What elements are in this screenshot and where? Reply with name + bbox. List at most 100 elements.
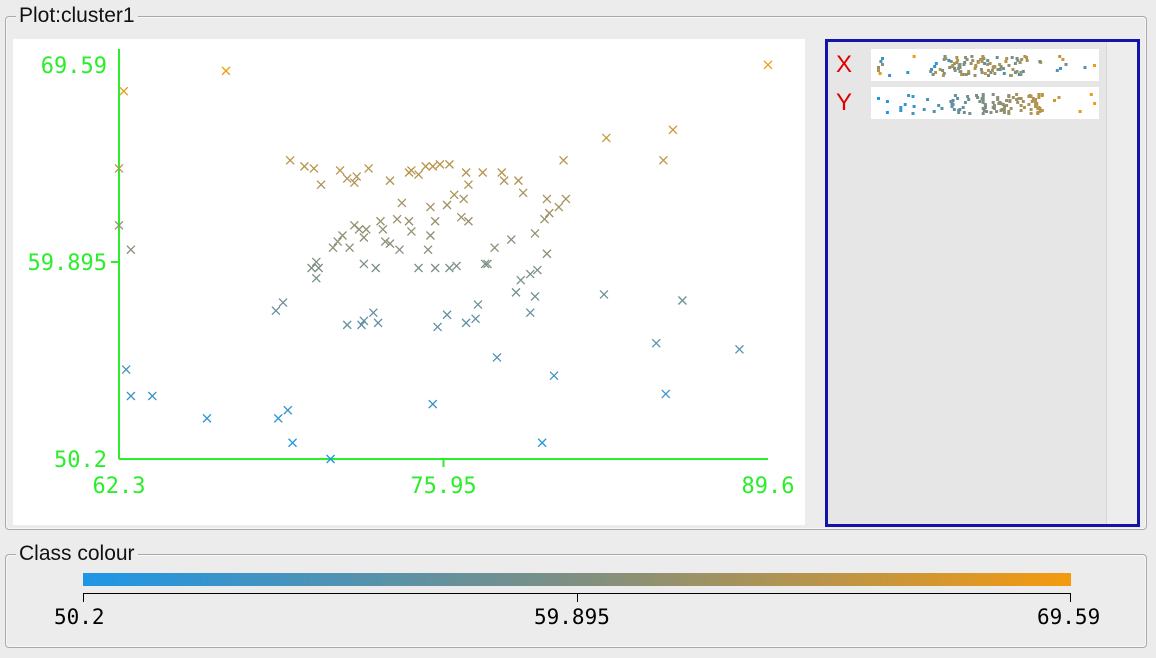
data-point[interactable] xyxy=(492,352,502,362)
data-point[interactable] xyxy=(763,60,773,70)
data-point[interactable] xyxy=(385,239,395,249)
data-point[interactable] xyxy=(444,159,454,169)
data-point[interactable] xyxy=(271,306,281,316)
data-point[interactable] xyxy=(430,263,440,273)
data-point[interactable] xyxy=(395,245,404,255)
data-point[interactable] xyxy=(371,263,381,273)
data-point[interactable] xyxy=(513,176,523,186)
data-point[interactable] xyxy=(421,161,431,171)
data-point[interactable] xyxy=(349,178,359,188)
data-point[interactable] xyxy=(658,155,668,165)
data-point[interactable] xyxy=(461,168,471,177)
data-point[interactable] xyxy=(414,263,423,273)
data-point[interactable] xyxy=(406,166,416,175)
data-point[interactable] xyxy=(525,269,535,279)
data-point[interactable] xyxy=(428,161,438,171)
data-point[interactable] xyxy=(385,176,395,186)
data-point[interactable] xyxy=(121,365,131,375)
data-point[interactable] xyxy=(338,231,347,240)
data-point[interactable] xyxy=(433,322,443,332)
data-point[interactable] xyxy=(359,259,369,269)
data-point[interactable] xyxy=(532,265,542,275)
data-point[interactable] xyxy=(202,413,212,423)
data-point[interactable] xyxy=(311,273,321,283)
data-point[interactable] xyxy=(273,413,283,423)
data-point[interactable] xyxy=(342,320,352,330)
data-point[interactable] xyxy=(442,200,452,210)
data-point[interactable] xyxy=(278,298,288,307)
data-point[interactable] xyxy=(378,224,388,234)
data-point[interactable] xyxy=(471,314,481,324)
data-point[interactable] xyxy=(480,259,490,269)
data-point[interactable] xyxy=(404,216,414,226)
data-point[interactable] xyxy=(397,198,407,208)
data-point[interactable] xyxy=(342,174,352,184)
data-point[interactable] xyxy=(444,263,454,273)
data-point[interactable] xyxy=(561,194,571,204)
data-point[interactable] xyxy=(114,163,124,173)
data-point[interactable] xyxy=(126,391,136,401)
data-point[interactable] xyxy=(392,214,402,224)
data-point[interactable] xyxy=(357,320,366,330)
data-point[interactable] xyxy=(316,180,326,190)
data-point[interactable] xyxy=(478,168,488,177)
data-point[interactable] xyxy=(497,168,507,177)
data-point[interactable] xyxy=(544,208,554,218)
data-point[interactable] xyxy=(483,259,492,269)
data-point[interactable] xyxy=(530,228,540,238)
data-point[interactable] xyxy=(333,237,343,247)
data-point[interactable] xyxy=(425,231,435,240)
data-point[interactable] xyxy=(668,125,678,135)
data-point[interactable] xyxy=(376,216,385,226)
data-point[interactable] xyxy=(559,155,569,165)
data-point[interactable] xyxy=(326,454,336,464)
data-point[interactable] xyxy=(525,308,535,318)
data-point[interactable] xyxy=(518,188,528,198)
data-point[interactable] xyxy=(430,216,440,226)
data-point[interactable] xyxy=(335,166,345,175)
dimension-list-scrollbar[interactable] xyxy=(1106,42,1137,524)
data-point[interactable] xyxy=(361,224,371,234)
data-point[interactable] xyxy=(464,216,473,226)
data-point[interactable] xyxy=(452,261,462,271)
data-point[interactable] xyxy=(314,263,324,273)
data-point[interactable] xyxy=(554,202,564,212)
scatter-plot[interactable]: 69.59 59.895 50.2 62.3 75.95 89.6 xyxy=(13,39,805,525)
data-point[interactable] xyxy=(511,287,521,297)
data-point[interactable] xyxy=(735,344,744,354)
data-point[interactable] xyxy=(549,371,559,381)
data-point[interactable] xyxy=(677,296,687,305)
data-point[interactable] xyxy=(425,202,435,212)
data-point[interactable] xyxy=(299,161,309,171)
data-point[interactable] xyxy=(364,163,374,173)
data-point[interactable] xyxy=(464,180,473,190)
data-point[interactable] xyxy=(542,194,552,204)
data-point[interactable] xyxy=(283,405,293,415)
data-point[interactable] xyxy=(349,220,359,230)
data-point[interactable] xyxy=(537,438,547,448)
data-point[interactable] xyxy=(651,338,661,348)
data-point[interactable] xyxy=(307,263,317,273)
data-point[interactable] xyxy=(352,172,362,182)
data-point[interactable] xyxy=(311,257,321,267)
data-point[interactable] xyxy=(380,237,390,247)
data-point[interactable] xyxy=(506,235,516,245)
data-point[interactable] xyxy=(359,316,369,326)
data-point[interactable] xyxy=(540,214,549,224)
data-point[interactable] xyxy=(661,389,671,399)
data-point[interactable] xyxy=(285,155,295,165)
data-point[interactable] xyxy=(599,289,609,299)
data-point[interactable] xyxy=(414,170,423,179)
data-point[interactable] xyxy=(473,300,483,310)
data-point[interactable] xyxy=(456,212,466,222)
data-point[interactable] xyxy=(449,190,459,200)
data-point[interactable] xyxy=(423,245,433,255)
data-point[interactable] xyxy=(359,233,369,242)
data-point[interactable] xyxy=(459,194,469,204)
data-point[interactable] xyxy=(406,226,416,236)
data-point[interactable] xyxy=(126,245,136,255)
data-point[interactable] xyxy=(345,243,355,253)
data-point[interactable] xyxy=(288,438,298,448)
data-point[interactable] xyxy=(442,310,452,320)
data-point[interactable] xyxy=(309,163,319,173)
